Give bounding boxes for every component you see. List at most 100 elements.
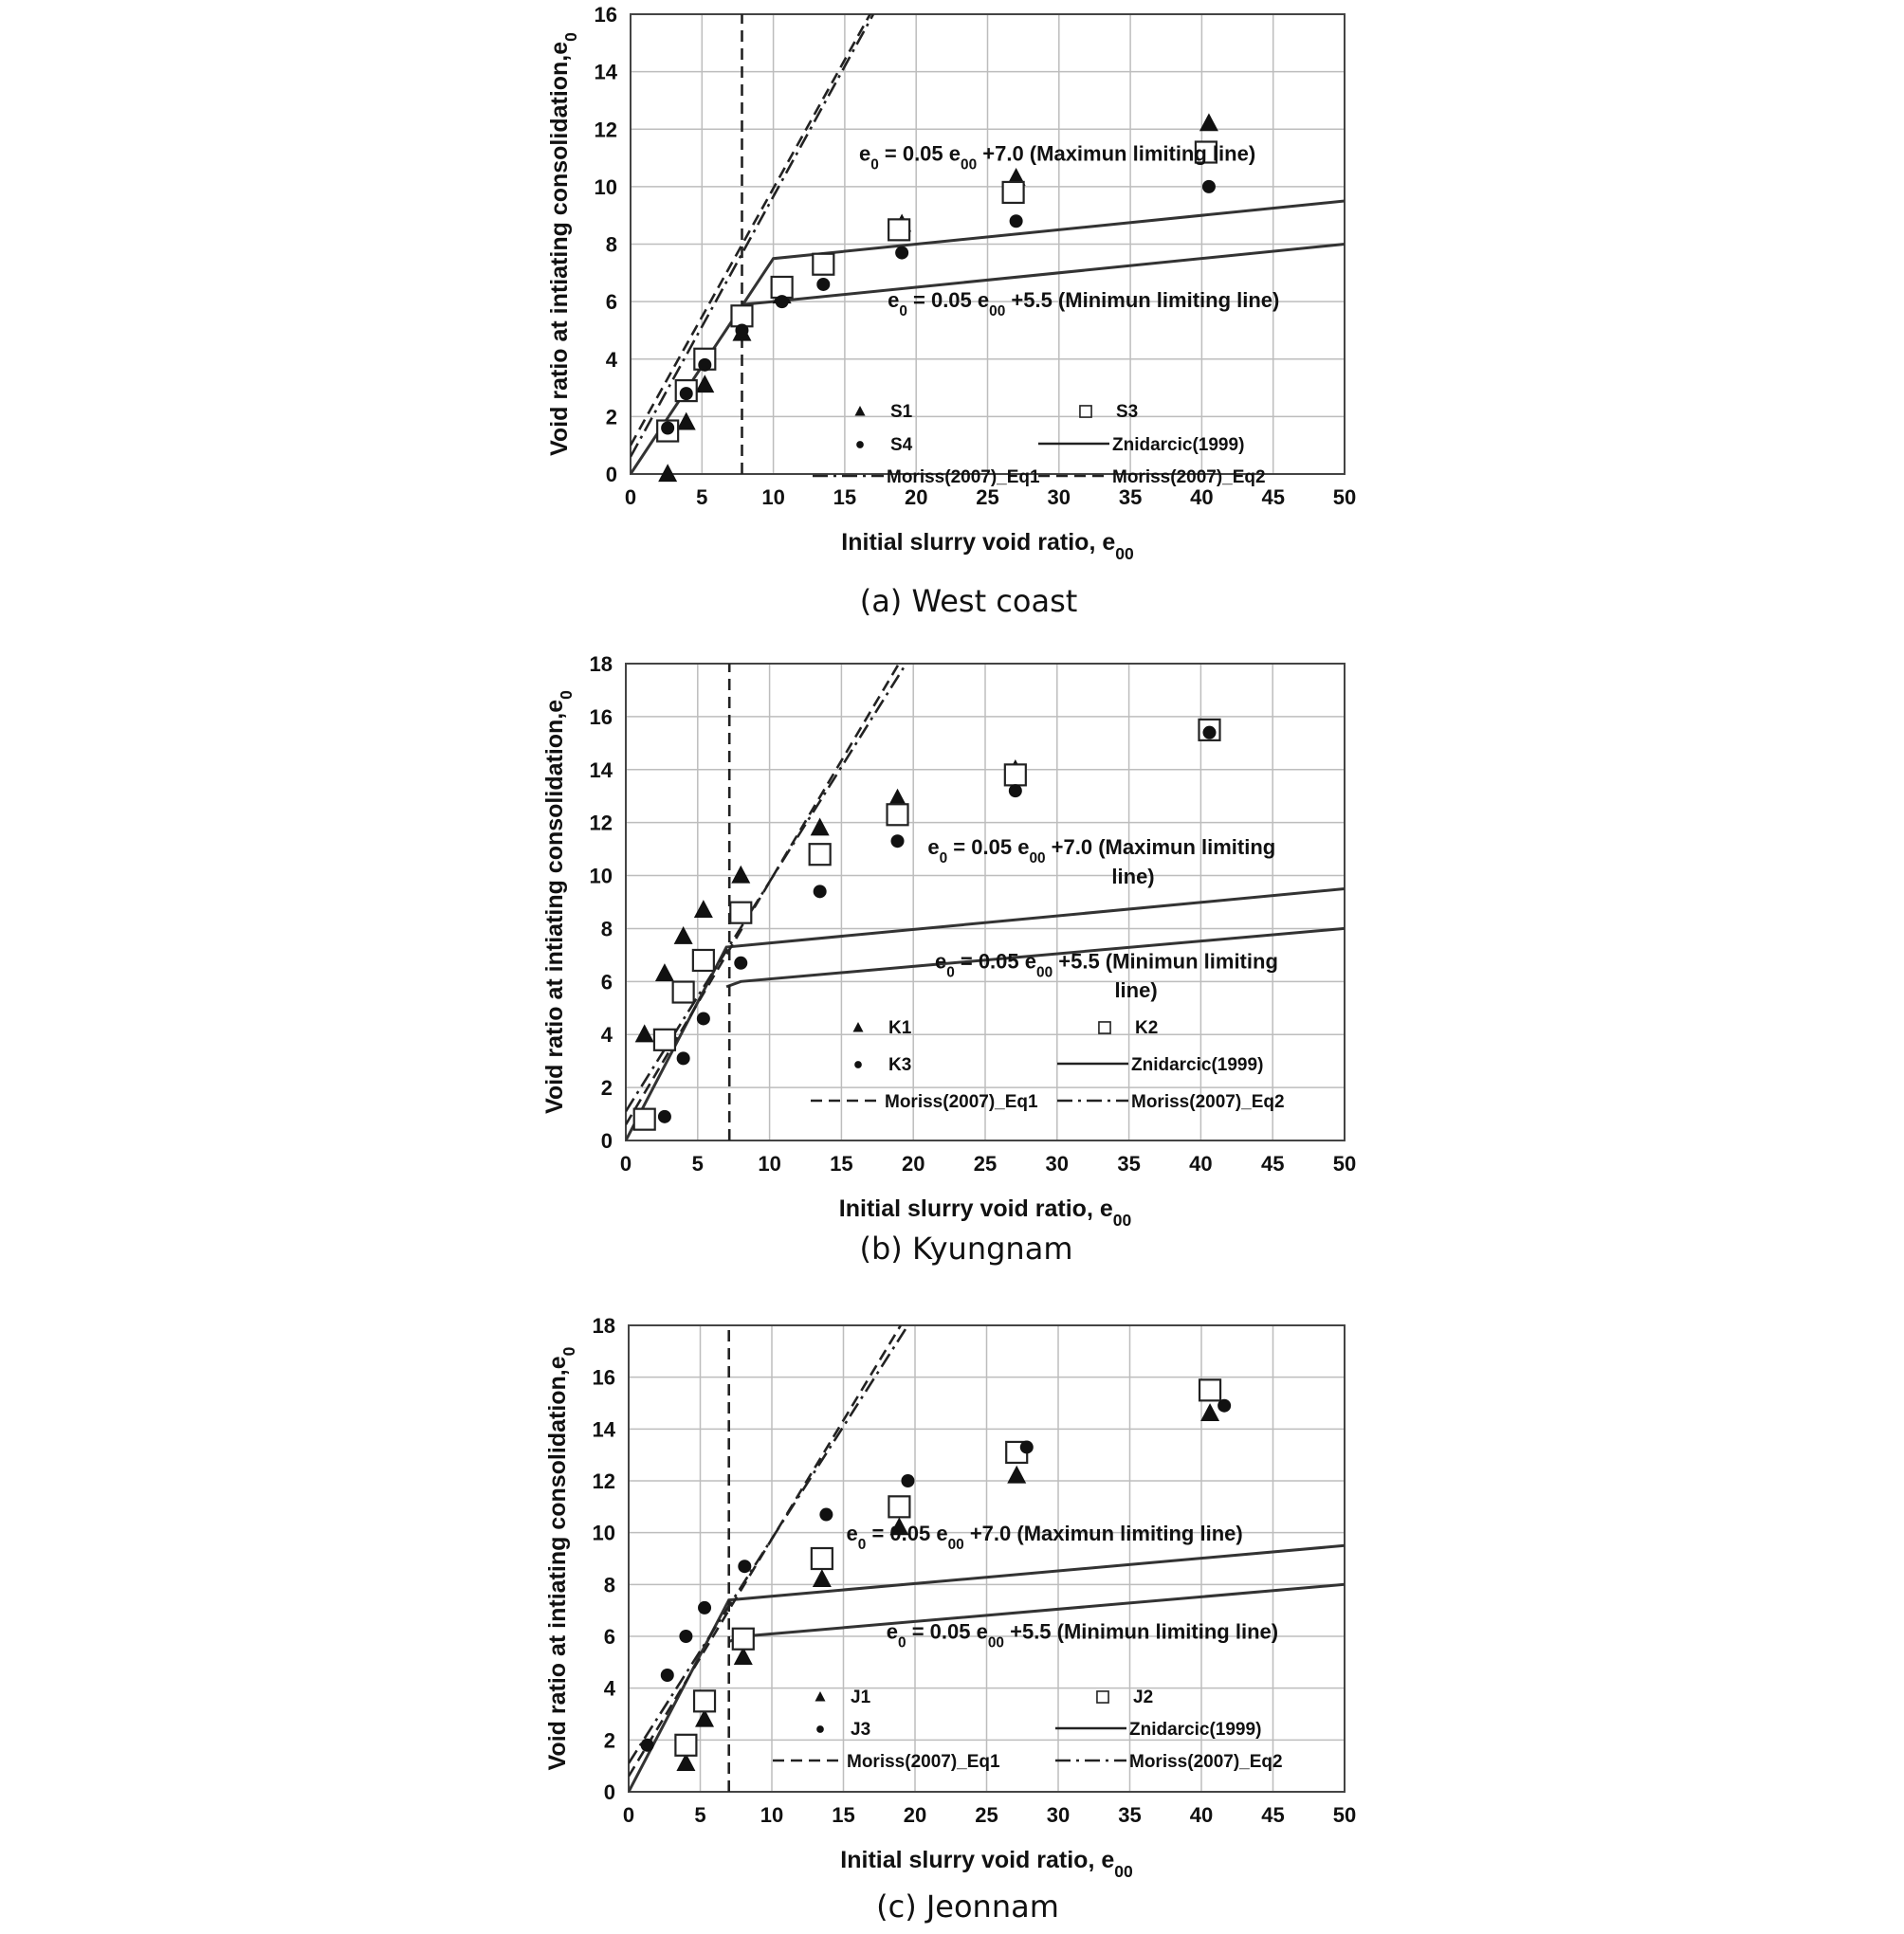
x-tick-label: 25 <box>975 1803 998 1827</box>
data-point-k2 <box>671 980 695 1004</box>
x-tick-label: 30 <box>1048 485 1071 509</box>
x-tick-label: 25 <box>976 485 998 509</box>
data-point-k2 <box>886 803 909 827</box>
legend-marker-s4 <box>856 441 864 448</box>
y-tick-label: 16 <box>590 705 613 729</box>
annotation-label: e0 = 0.05 e00 +5.5 (Minimun limiting <box>935 949 1278 980</box>
x-tick-label: 40 <box>1190 485 1213 509</box>
y-tick-label: 12 <box>590 812 613 835</box>
data-point-k2 <box>729 901 753 924</box>
x-tick-label: 15 <box>830 1152 852 1176</box>
data-point-s4 <box>775 295 789 309</box>
data-point-j2 <box>674 1733 698 1757</box>
data-point-j1 <box>676 1753 696 1772</box>
data-point-k3 <box>676 1051 690 1066</box>
data-point-k1 <box>888 788 907 807</box>
annotation-label: e0 = 0.05 e00 +7.0 (Maximun limiting <box>927 835 1275 867</box>
data-point-k2 <box>1003 763 1027 787</box>
y-axis-title: Void ratio at intiating consolidation,e0 <box>546 32 580 456</box>
legend-label: Moriss(2007)_Eq2 <box>1131 1092 1285 1112</box>
y-tick-label: 18 <box>593 1314 615 1338</box>
x-tick-label: 10 <box>760 1803 783 1827</box>
annotation-label: e0 = 0.05 e00 +7.0 (Maximun limiting lin… <box>859 142 1255 173</box>
legend-label: S3 <box>1116 402 1138 422</box>
data-point-j2 <box>731 1627 755 1651</box>
data-point-j2 <box>888 1495 911 1519</box>
plot-frame <box>625 663 1346 1141</box>
y-tick-label: 14 <box>590 758 613 782</box>
data-point-j2 <box>810 1546 833 1571</box>
line-znidarcic-1999-max <box>626 887 1345 1140</box>
data-point-j2 <box>1198 1378 1222 1402</box>
data-point-s3 <box>770 275 794 300</box>
x-tick-label: 0 <box>620 1152 632 1176</box>
chart-1: 0 5 10 15 20 25 30 35 40 45 50 0 2 4 6 8 10 12 14 16 e0 = 0.… <box>546 3 1356 619</box>
y-tick-label: 0 <box>604 1780 615 1804</box>
y-tick-label: 2 <box>601 1076 613 1100</box>
x-tick-label: 45 <box>1261 1152 1284 1176</box>
y-tick-label: 2 <box>604 1728 615 1752</box>
line-znidarcic-1999-min <box>725 926 1345 989</box>
x-tick-label: 30 <box>1047 1803 1070 1827</box>
x-tick-label: 50 <box>1333 485 1356 509</box>
legend-label: Znidarcic(1999) <box>1131 1055 1263 1075</box>
annotation-label: e0 = 0.05 e00 +7.0 (Maximun limiting lin… <box>847 1522 1243 1553</box>
y-tick-label: 10 <box>595 175 617 199</box>
legend-marker-s1 <box>854 406 866 416</box>
series-s4 <box>661 179 1216 435</box>
legend-label: Moriss(2007)_Eq1 <box>885 1092 1038 1112</box>
reference-lines <box>631 14 1345 474</box>
plot-frame <box>628 1324 1346 1793</box>
data-point-k2 <box>808 843 832 867</box>
line-moriss-2007-eq2 <box>631 14 872 447</box>
x-tick-label: 20 <box>902 1152 925 1176</box>
y-tick-label: 2 <box>606 405 617 429</box>
data-point-s4 <box>679 387 693 401</box>
x-tick-label: 5 <box>692 1152 704 1176</box>
line-moriss-2007-eq1 <box>631 14 875 458</box>
data-point-k3 <box>1202 725 1217 739</box>
legend-label: S1 <box>890 402 913 422</box>
legend-label: K3 <box>888 1055 911 1075</box>
legend-label: Moriss(2007)_Eq2 <box>1112 467 1266 487</box>
series-k3 <box>657 725 1217 1123</box>
data-point-j1 <box>733 1647 753 1665</box>
legend-label: J1 <box>851 1688 871 1707</box>
x-tick-label: 10 <box>758 1152 780 1176</box>
data-point-j3 <box>698 1600 712 1615</box>
legend-label: Znidarcic(1999) <box>1129 1720 1261 1740</box>
data-point-j3 <box>1019 1440 1034 1454</box>
y-tick-label: 14 <box>595 61 618 84</box>
data-point-s3 <box>1001 180 1025 205</box>
legend-marker-k2 <box>1098 1021 1111 1034</box>
y-tick-label: 6 <box>601 970 613 994</box>
line-moriss-2007-eq1 <box>629 1325 903 1778</box>
data-point-j1 <box>695 1708 715 1727</box>
data-point-s3 <box>812 252 835 276</box>
x-tick-label: 0 <box>625 485 636 509</box>
data-point-s1 <box>658 464 678 483</box>
data-point-j3 <box>738 1560 752 1574</box>
data-point-s4 <box>698 357 712 372</box>
data-point-s4 <box>895 246 909 260</box>
data-point-k3 <box>696 1012 710 1026</box>
figure-caption: (b) Kyungnam <box>860 1231 1073 1267</box>
figure-caption: (a) West coast <box>860 583 1078 619</box>
legend-marker-j3 <box>816 1725 824 1733</box>
y-axis-title: Void ratio at intiating consolidation,e0 <box>544 1346 578 1770</box>
legend-marker-k3 <box>854 1061 862 1068</box>
legend-label: Moriss(2007)_Eq1 <box>887 467 1040 487</box>
data-point-s4 <box>735 323 749 338</box>
y-tick-label: 8 <box>604 1573 615 1596</box>
y-tick-label: 10 <box>593 1522 615 1545</box>
line-znidarcic-1999-max <box>631 199 1345 474</box>
legend-marker-k1 <box>852 1022 864 1032</box>
x-tick-label: 35 <box>1117 1152 1140 1176</box>
y-tick-label: 0 <box>601 1129 613 1153</box>
x-tick-label: 40 <box>1190 1803 1213 1827</box>
legend-label: Znidarcic(1999) <box>1112 435 1244 455</box>
data-point-k1 <box>634 1024 654 1043</box>
x-tick-label: 45 <box>1261 485 1284 509</box>
data-point-j1 <box>1200 1403 1220 1422</box>
